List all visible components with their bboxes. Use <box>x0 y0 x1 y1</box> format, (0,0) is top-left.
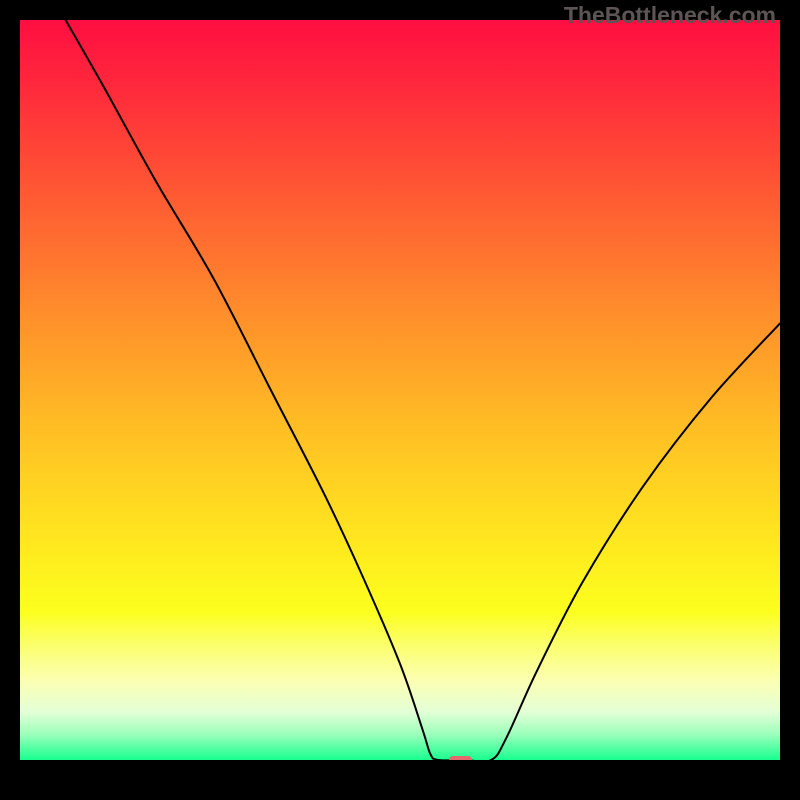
watermark-text: TheBottleneck.com <box>564 2 776 29</box>
bottleneck-chart <box>20 20 780 760</box>
chart-svg <box>20 20 780 760</box>
gradient-background <box>20 20 780 760</box>
optimum-marker <box>449 756 472 760</box>
